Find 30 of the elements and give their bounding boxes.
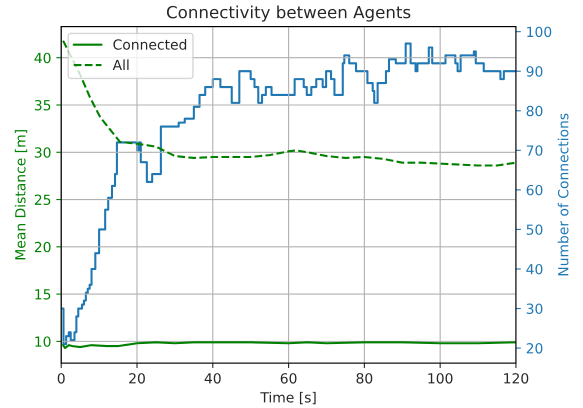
y-tick-label: 20 — [34, 242, 51, 252]
x-axis-title: Time [s] — [260, 392, 316, 404]
y-axis-title: Mean Distance [m] — [14, 130, 28, 260]
x-tick-label: 0 — [58, 373, 65, 384]
y2-tick-label: 60 — [526, 184, 542, 196]
x-tick-label: 100 — [428, 373, 452, 384]
x-tick-label: 60 — [280, 373, 296, 384]
y-tick-label: 40 — [34, 52, 51, 64]
y2-tick-label: 90 — [526, 66, 542, 77]
x-tick-label: 120 — [504, 373, 528, 384]
x-tick-label: 80 — [356, 373, 372, 384]
legend-label: Connected — [113, 39, 186, 50]
y2-axis-title: Number of Connections — [558, 114, 568, 276]
y-tick-label: 30 — [34, 147, 51, 158]
y2-tick-label: 40 — [526, 264, 542, 274]
y2-tick-label: 20 — [526, 343, 542, 354]
x-tick-label: 20 — [129, 373, 145, 384]
y-tick-label: 10 — [35, 336, 51, 347]
y2-tick-label: 80 — [526, 106, 542, 116]
y-tick-label: 15 — [35, 289, 50, 300]
legend-label: All — [112, 59, 129, 70]
line-series — [62, 40, 516, 167]
y2-tick-label: 50 — [526, 224, 542, 235]
y-tick-label: 25 — [34, 194, 50, 206]
y2-tick-label: 100 — [527, 26, 552, 38]
x-tick-label: 40 — [204, 373, 221, 384]
y2-tick-label: 30 — [526, 304, 542, 314]
y2-tick-label: 70 — [526, 145, 542, 156]
y-tick-label: 35 — [34, 100, 50, 110]
chart-title: Connectivity between Agents — [166, 6, 410, 22]
